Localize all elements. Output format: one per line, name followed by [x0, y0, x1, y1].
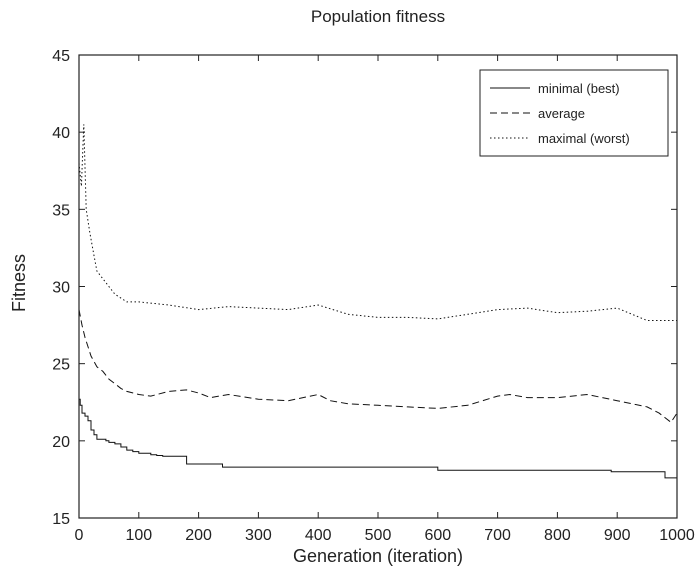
x-tick-label: 500 — [365, 527, 392, 544]
legend-label-1: average — [538, 106, 585, 121]
y-tick-label: 45 — [52, 48, 70, 65]
x-tick-label: 200 — [185, 527, 212, 544]
y-tick-label: 25 — [52, 357, 70, 374]
x-tick-label: 300 — [245, 527, 272, 544]
y-tick-label: 35 — [52, 202, 70, 219]
x-tick-label: 400 — [305, 527, 332, 544]
x-tick-label: 0 — [75, 527, 84, 544]
y-tick-label: 20 — [52, 434, 70, 451]
legend-label-0: minimal (best) — [538, 81, 620, 96]
x-tick-label: 800 — [544, 527, 571, 544]
series-line-0 — [79, 398, 677, 479]
x-tick-label: 600 — [424, 527, 451, 544]
y-tick-label: 30 — [52, 280, 70, 297]
x-tick-label: 100 — [125, 527, 152, 544]
x-tick-label: 700 — [484, 527, 511, 544]
chart-title: Population fitness — [311, 7, 445, 26]
y-tick-label: 40 — [52, 125, 70, 142]
x-axis-label: Generation (iteration) — [293, 546, 463, 566]
legend-label-2: maximal (worst) — [538, 131, 630, 146]
legend-box — [479, 69, 669, 157]
x-tick-label: 1000 — [659, 527, 695, 544]
y-tick-label: 15 — [52, 511, 70, 528]
series-line-1 — [78, 309, 678, 424]
y-axis-label: Fitness — [9, 254, 29, 312]
series-line-2 — [78, 124, 677, 321]
x-tick-label: 900 — [604, 527, 631, 544]
